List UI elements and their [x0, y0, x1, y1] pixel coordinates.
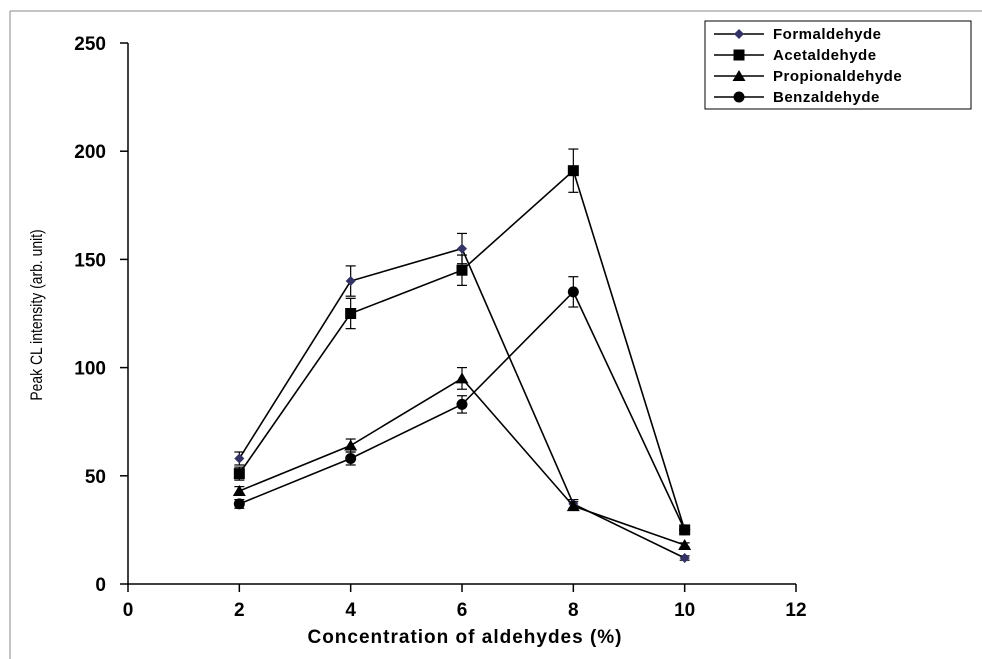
x-axis-ticks: 0 2 4 6 8 10 12 — [123, 584, 807, 621]
data-point — [345, 452, 357, 464]
x-axis-title: Concentration of aldehydes (%) — [307, 627, 622, 648]
data-point — [456, 264, 468, 276]
legend-label: Formaldehyde — [773, 26, 882, 43]
data-point — [679, 553, 690, 564]
x-tick-label: 4 — [345, 600, 356, 621]
data-point — [456, 398, 468, 410]
data-point — [679, 524, 691, 536]
series-propionaldehyde — [232, 367, 692, 551]
legend-marker — [732, 70, 746, 81]
y-axis-title: Peak CL intensity (arb. unit) — [28, 229, 47, 400]
data-point — [455, 372, 469, 384]
y-axis-ticks: 0 50 100 150 200 250 — [74, 34, 128, 596]
legend-marker — [734, 29, 744, 39]
data-point — [567, 165, 579, 177]
y-tick-label: 0 — [95, 575, 106, 596]
data-point — [457, 243, 467, 254]
y-tick-label: 50 — [85, 467, 106, 488]
legend: Formaldehyde Acetaldehyde Propionaldehyde B… — [704, 20, 972, 110]
legend-items: Formaldehyde Acetaldehyde Propionaldehyde B… — [714, 26, 902, 106]
data-point — [344, 439, 358, 451]
data-point — [345, 276, 356, 287]
x-tick-label: 0 — [123, 600, 134, 621]
legend-box — [704, 20, 972, 110]
legend-label: Acetaldehyde — [773, 47, 877, 64]
y-tick-label: 150 — [74, 250, 106, 271]
series-layer — [232, 148, 692, 564]
y-tick-label: 250 — [74, 34, 106, 55]
legend-item-acetaldehyde: Acetaldehyde — [714, 47, 877, 64]
legend-marker — [733, 91, 745, 103]
x-tick-label: 6 — [457, 600, 468, 621]
legend-item-propionaldehyde: Propionaldehyde — [714, 68, 902, 85]
data-point — [678, 539, 692, 551]
data-point — [233, 468, 245, 480]
y-tick-label: 100 — [74, 359, 106, 380]
x-tick-label: 10 — [674, 600, 695, 621]
legend-label: Propionaldehyde — [773, 68, 902, 85]
series-formaldehyde — [234, 232, 690, 564]
x-tick-label: 12 — [785, 600, 806, 621]
legend-item-benzaldehyde: Benzaldehyde — [714, 89, 880, 106]
series-benzaldehyde — [233, 276, 691, 536]
data-point — [234, 453, 245, 464]
data-point — [566, 500, 580, 512]
x-tick-label: 8 — [568, 600, 579, 621]
data-point — [232, 484, 246, 496]
data-point — [345, 308, 357, 319]
legend-item-formaldehyde: Formaldehyde — [714, 26, 882, 43]
data-point — [233, 498, 245, 510]
legend-marker — [733, 49, 745, 61]
data-point — [567, 286, 579, 298]
legend-label: Benzaldehyde — [773, 89, 880, 106]
x-tick-label: 2 — [234, 600, 245, 621]
y-tick-label: 200 — [74, 142, 106, 163]
